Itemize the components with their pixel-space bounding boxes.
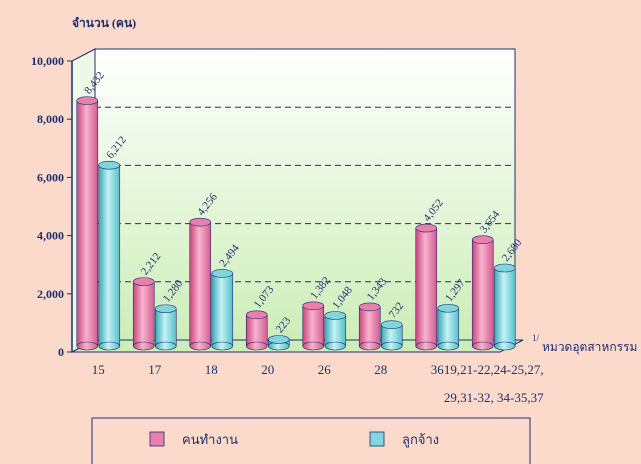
bar-base bbox=[76, 341, 99, 351]
bar-top bbox=[471, 235, 494, 244]
bar-body bbox=[76, 100, 98, 346]
x-tick-label: 17 bbox=[148, 362, 162, 377]
bar-top bbox=[302, 301, 325, 311]
bar bbox=[380, 320, 403, 351]
bar-body bbox=[472, 239, 494, 346]
x-tick-label: 36 bbox=[430, 362, 444, 377]
bar-body bbox=[133, 281, 155, 346]
legend-label: คนทำงาน bbox=[182, 432, 238, 447]
bar-base bbox=[302, 341, 325, 351]
bar-top bbox=[76, 96, 99, 105]
bar bbox=[76, 96, 99, 351]
bar-top bbox=[415, 223, 438, 233]
bar-top bbox=[211, 269, 234, 278]
legend bbox=[91, 417, 531, 464]
x-tick-label: 18 bbox=[204, 362, 218, 377]
y-tick-label: 6,000 bbox=[37, 170, 64, 184]
bar bbox=[245, 310, 268, 351]
x-tick-label: 19,21-22,24-25,27, 29,31-32, 34-35,37 bbox=[443, 362, 544, 405]
x-tick-label: 15 bbox=[91, 362, 105, 377]
bar-base bbox=[493, 341, 516, 351]
bar-top bbox=[98, 160, 121, 170]
bar bbox=[415, 223, 438, 351]
bar bbox=[98, 160, 121, 351]
bar-base bbox=[132, 341, 155, 351]
bar-base bbox=[380, 341, 403, 351]
bar-top bbox=[324, 311, 347, 320]
y-tick-label: 4,000 bbox=[37, 229, 64, 243]
legend-label: ลูกจ้าง bbox=[402, 432, 439, 448]
bar-body bbox=[302, 305, 324, 346]
bar-top bbox=[380, 320, 403, 329]
y-axis-title: จำนวน (คน) bbox=[72, 16, 136, 30]
bar-top bbox=[493, 263, 516, 273]
bar-base bbox=[415, 341, 438, 351]
y-tick-label: 2,000 bbox=[37, 287, 64, 301]
bar-base bbox=[437, 341, 460, 351]
bar-body bbox=[155, 308, 177, 346]
bar-body bbox=[381, 324, 403, 346]
bar-body bbox=[324, 315, 346, 346]
bar-top bbox=[267, 335, 290, 344]
bar-body bbox=[415, 228, 437, 346]
bar-top bbox=[132, 277, 155, 286]
bar bbox=[132, 277, 155, 351]
y-tick-label: 8,000 bbox=[37, 112, 64, 126]
x-tick-label: 26 bbox=[317, 362, 331, 377]
legend-swatch bbox=[369, 431, 385, 447]
bar bbox=[189, 217, 212, 351]
y-tick-label: 0 bbox=[58, 345, 64, 359]
bar-body bbox=[189, 222, 211, 346]
x-axis-title: หมวดอุตสาหกรรม bbox=[542, 340, 637, 355]
y-tick-label: 10,000 bbox=[31, 54, 64, 68]
bar-top bbox=[154, 304, 177, 314]
bar-top bbox=[189, 217, 212, 227]
bar bbox=[267, 335, 290, 351]
bar bbox=[154, 304, 177, 351]
bar-body bbox=[211, 273, 233, 346]
bar-base bbox=[358, 341, 381, 351]
bar-base bbox=[471, 341, 494, 351]
bar bbox=[437, 303, 460, 351]
bar-base bbox=[211, 341, 234, 351]
bar bbox=[302, 301, 325, 351]
x-tick-label: 28 bbox=[374, 362, 388, 377]
bar-body bbox=[494, 268, 516, 346]
legend-swatch bbox=[149, 431, 165, 447]
bar-base bbox=[98, 341, 121, 351]
bar bbox=[358, 302, 381, 351]
bar bbox=[471, 235, 494, 351]
bar-body bbox=[246, 314, 268, 346]
bar bbox=[493, 263, 516, 351]
bar-body bbox=[359, 306, 381, 346]
bar-base bbox=[154, 341, 177, 351]
bar-top bbox=[245, 310, 268, 320]
bar-base bbox=[324, 341, 347, 351]
bar bbox=[324, 311, 347, 351]
x-tick-label: 20 bbox=[261, 362, 275, 377]
bar-body bbox=[98, 165, 120, 346]
bar-top bbox=[437, 303, 460, 313]
bar-body bbox=[437, 308, 459, 346]
x-label-note: 1/ bbox=[532, 333, 540, 343]
bar-base bbox=[245, 341, 268, 351]
bar-base bbox=[189, 341, 212, 351]
bar-top bbox=[358, 302, 381, 312]
bar bbox=[211, 269, 234, 351]
